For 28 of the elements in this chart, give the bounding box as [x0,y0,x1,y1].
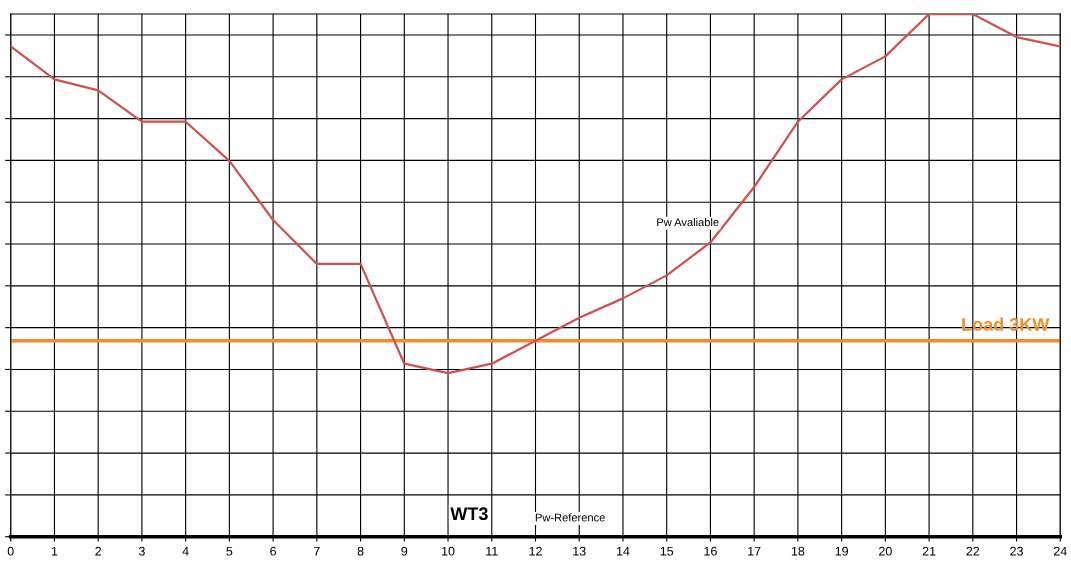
x-tick-label: 5 [226,546,233,556]
x-tick-label: 16 [704,546,717,556]
x-tick-label: 8 [357,546,364,556]
x-tick-label: 4 [182,546,189,556]
x-tick-label: 12 [529,546,542,556]
annotation: Pw-Reference [535,513,605,522]
x-tick-label: 18 [791,546,805,556]
x-tick-label: 10 [442,546,455,556]
x-tick-label: 9 [401,546,408,556]
x-tick-label: 7 [314,546,320,556]
x-tick-label: 2 [95,546,102,556]
annotation: Pw Avaliable [657,217,719,227]
x-tick-label: 19 [835,546,848,556]
x-tick-label: 0 [7,546,14,556]
x-tick-label: 6 [270,546,277,556]
x-tick-label: 24 [1053,546,1067,556]
x-tick-label: 14 [616,546,630,556]
x-tick-label: 11 [486,546,498,556]
x-tick-label: 23 [1010,546,1023,556]
x-tick-label: 15 [660,546,674,556]
x-tick-label: 20 [879,546,892,556]
x-tick-label: 21 [922,546,936,556]
x-tick-label: 13 [573,546,586,556]
x-tick-label: 17 [748,546,761,556]
annotation: WT3 [450,507,488,521]
x-tick-label: 3 [138,546,145,556]
x-tick-label: 1 [51,546,58,556]
x-tick-label: 22 [966,546,980,556]
